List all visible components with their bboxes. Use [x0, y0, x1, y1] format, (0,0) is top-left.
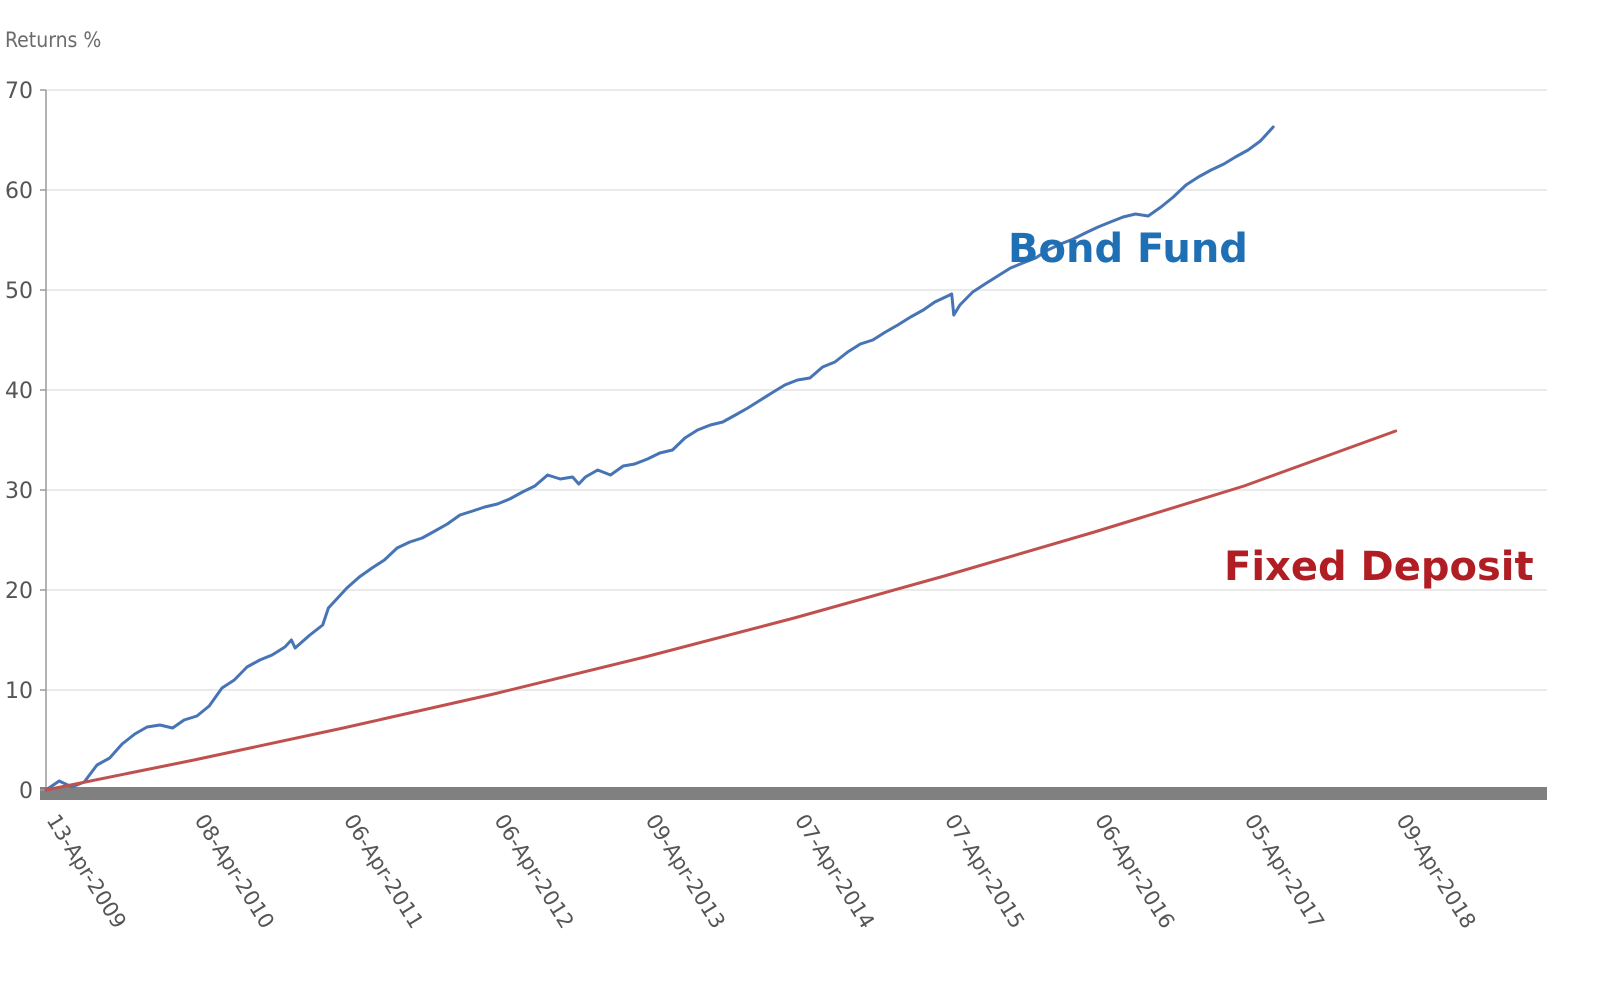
zero-baseline-band — [40, 787, 1547, 800]
y-tick-label-0: 0 — [19, 779, 33, 804]
y-tick-label-30: 30 — [5, 479, 33, 504]
y-tick-label-60: 60 — [5, 179, 33, 204]
gridlines — [46, 89, 1547, 691]
y-tick-label-50: 50 — [5, 279, 33, 304]
series-label-bond-fund: Bond Fund — [1008, 226, 1248, 272]
x-tick-label-8: 05-Apr-2017 — [1240, 810, 1329, 933]
y-tick-label-10: 10 — [5, 679, 33, 704]
x-tick-label-0: 13-Apr-2009 — [42, 810, 131, 933]
y-tick-label-20: 20 — [5, 579, 33, 604]
series-line-fixed-deposit — [44, 429, 1398, 792]
series-line-bond-fund — [44, 125, 1275, 792]
y-tick-label-40: 40 — [5, 379, 33, 404]
x-tick-label-3: 06-Apr-2012 — [489, 810, 578, 933]
x-tick-label-7: 06-Apr-2016 — [1090, 810, 1179, 933]
x-tick-label-6: 07-Apr-2015 — [940, 810, 1029, 933]
series-label-fixed-deposit: Fixed Deposit — [1224, 544, 1534, 590]
axes — [40, 90, 1547, 800]
x-tick-label-5: 07-Apr-2014 — [790, 810, 879, 933]
x-tick-labels: 13-Apr-2009 08-Apr-2010 06-Apr-2011 06-Apr-… — [42, 810, 1481, 933]
y-tick-label-70: 70 — [5, 79, 33, 104]
x-tick-label-1: 08-Apr-2010 — [190, 810, 279, 933]
y-axis-title: Returns % — [5, 28, 101, 52]
x-tick-label-9: 09-Apr-2018 — [1391, 810, 1480, 933]
x-tick-label-4: 09-Apr-2013 — [641, 810, 730, 933]
y-tick-labels: 0 10 20 30 40 50 60 70 — [5, 79, 46, 804]
series-labels: Bond Fund Fixed Deposit — [1008, 226, 1534, 590]
series-lines — [44, 125, 1398, 792]
x-tick-label-2: 06-Apr-2011 — [339, 810, 428, 933]
